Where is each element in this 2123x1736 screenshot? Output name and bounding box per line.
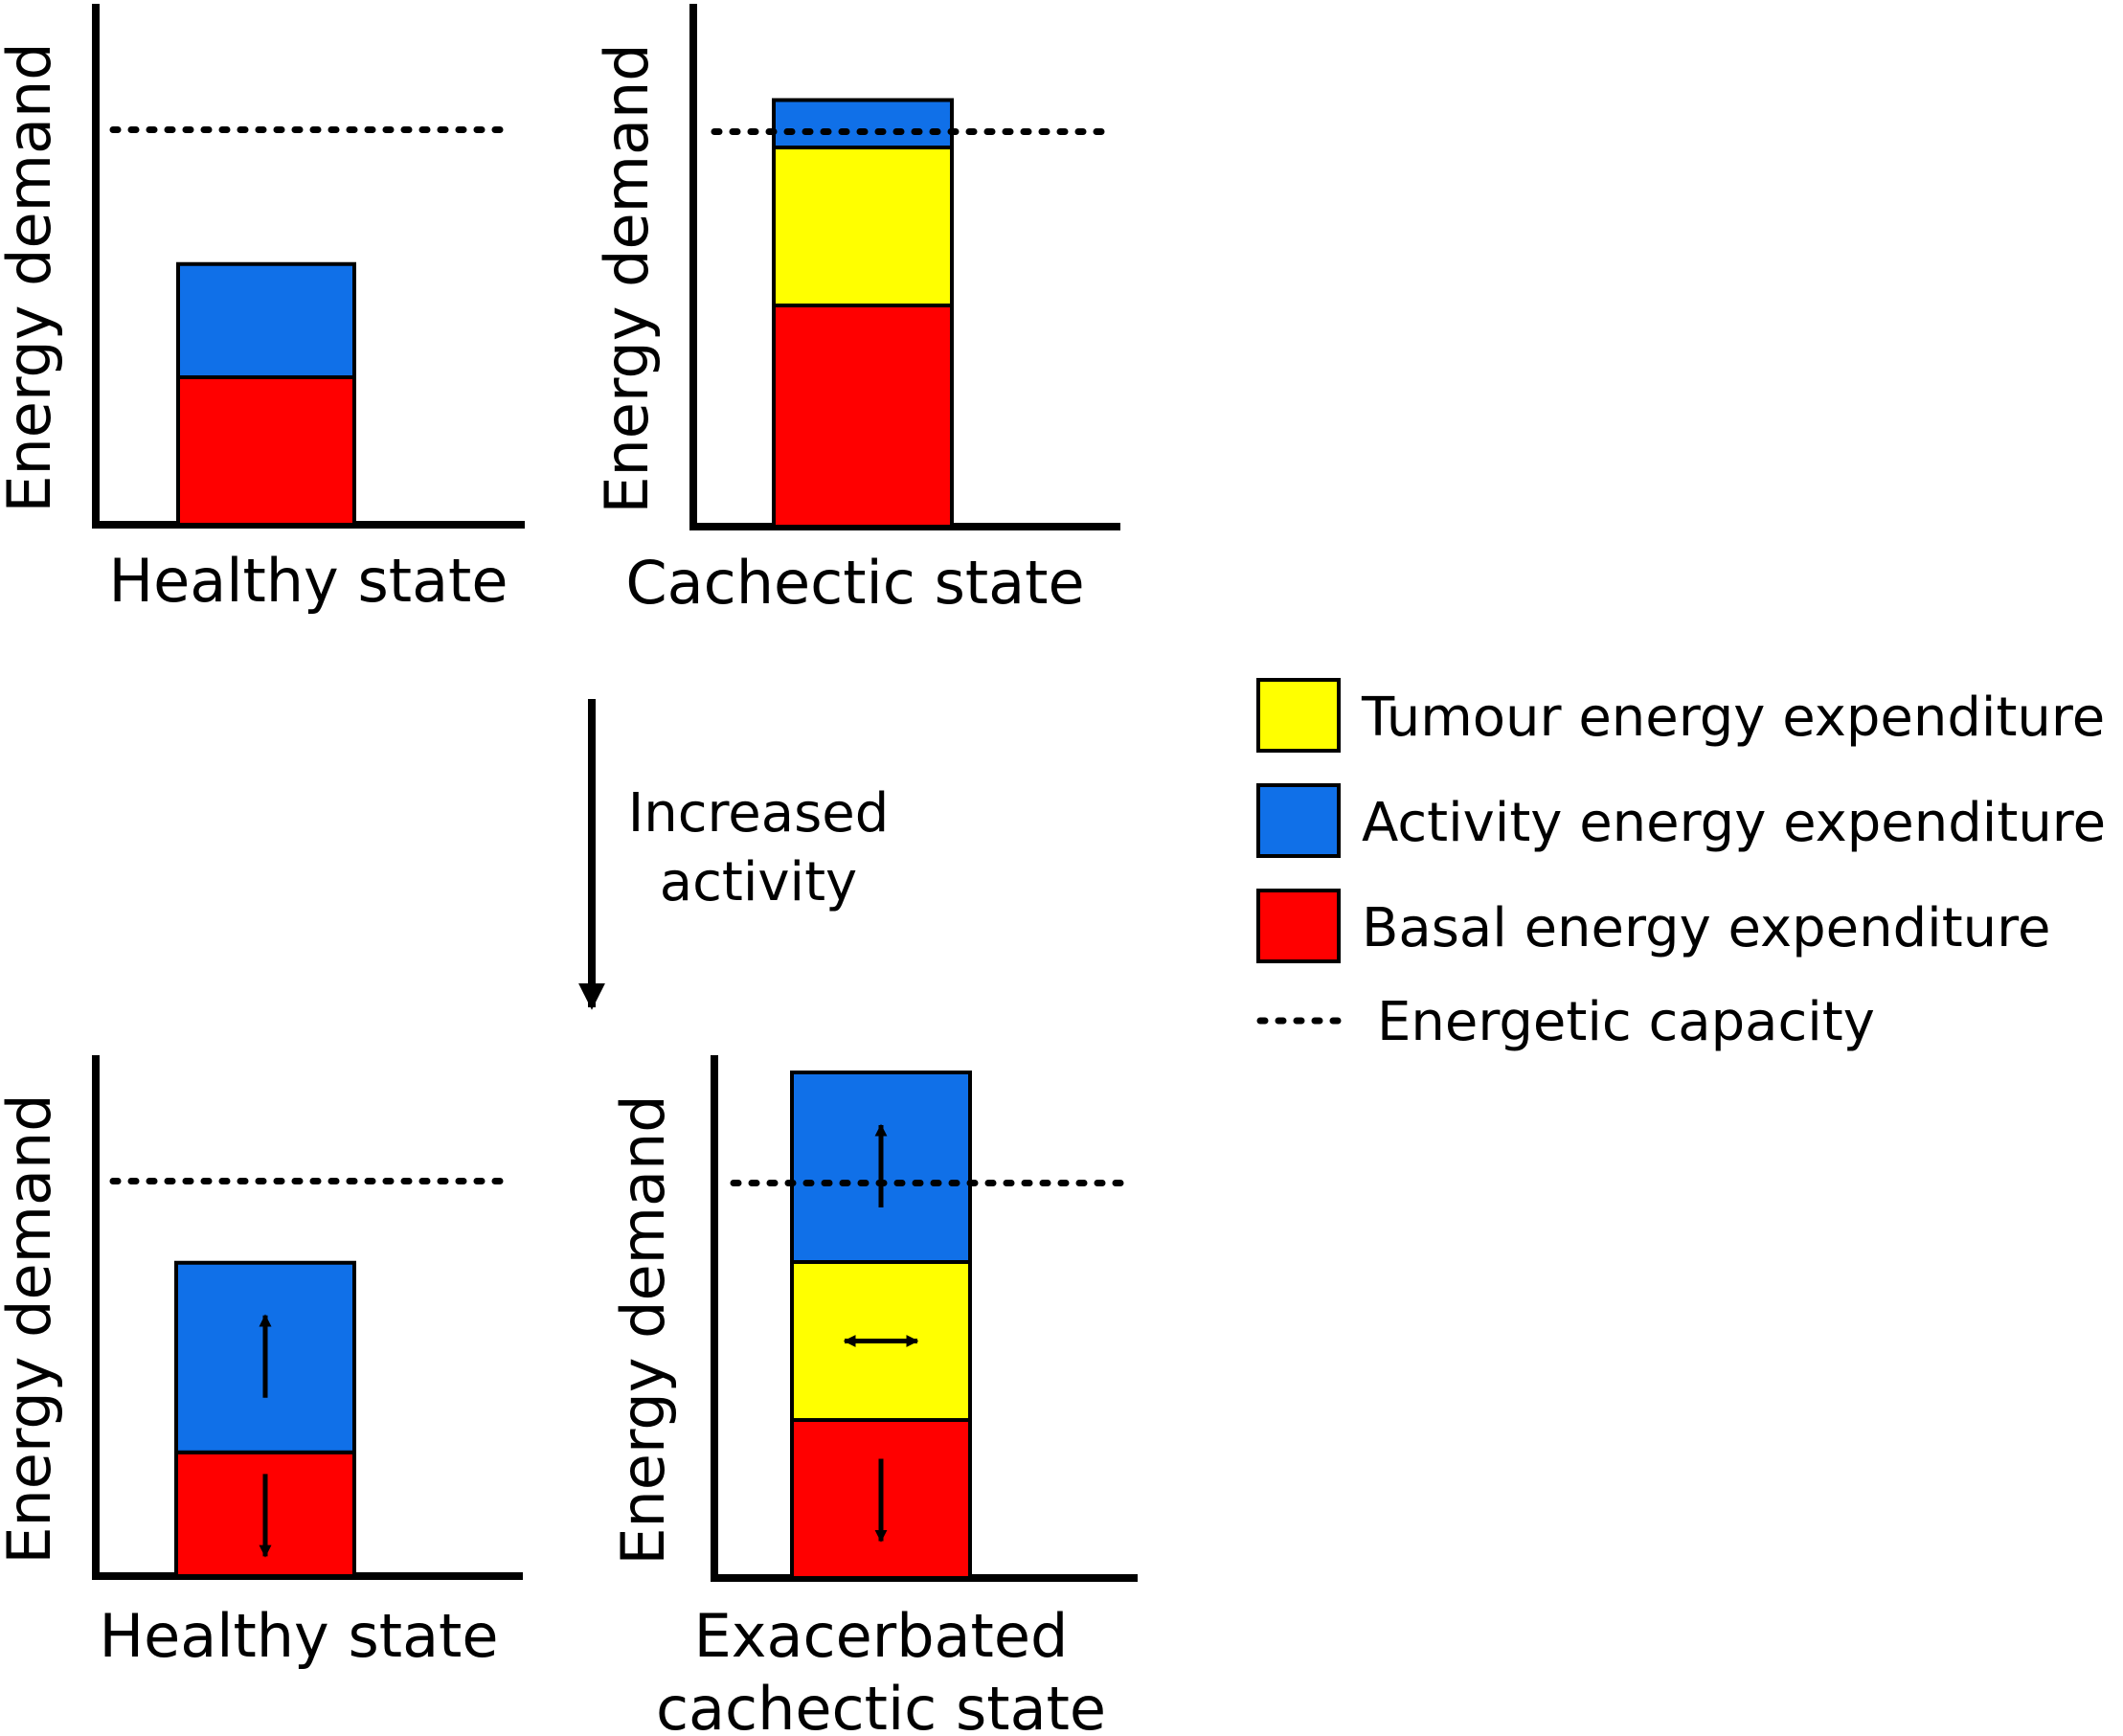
x-axis-label: Exacerbated xyxy=(694,1601,1069,1671)
legend-item-capacity: Energetic capacity xyxy=(1256,991,1875,1053)
y-axis-label: Energy demand xyxy=(592,43,662,513)
legend-label: Tumour energy expenditure xyxy=(1361,687,2105,749)
x-axis-label: Healthy state xyxy=(99,1601,498,1671)
chart-panel-2: Energy demand Cachectic state xyxy=(592,4,1120,618)
legend-item-tumour: Tumour energy expenditure xyxy=(1256,678,2105,753)
chart-panel-1: Energy demand Healthy state xyxy=(0,4,525,616)
legend-swatch xyxy=(1256,783,1341,858)
legend-item-activity: Activity energy expenditure xyxy=(1256,783,2106,858)
transition-label: Increased xyxy=(628,782,890,845)
bar-segment-tumour xyxy=(772,146,954,307)
bar-segment-activity xyxy=(176,261,356,379)
x-axis-label: Cachectic state xyxy=(625,548,1084,618)
bar-segment-basal xyxy=(176,375,356,527)
legend-label: Activity energy expenditure xyxy=(1362,792,2106,854)
x-axis-label: cachectic state xyxy=(656,1674,1106,1736)
legend-swatch xyxy=(1256,678,1341,753)
legend-label: Basal energy expenditure xyxy=(1362,897,2050,959)
y-axis-label: Energy demand xyxy=(608,1094,678,1565)
legend-swatch xyxy=(1256,889,1341,963)
legend: Tumour energy expenditure Activity energy… xyxy=(1256,678,2106,1053)
bar-segment-basal xyxy=(772,304,954,529)
bar-segment-activity xyxy=(772,98,954,149)
legend-item-basal: Basal energy expenditure xyxy=(1256,889,2050,963)
legend-label: Energetic capacity xyxy=(1377,991,1875,1053)
transition-label: activity xyxy=(660,851,857,913)
chart-panel-3: Energy demand Healthy state xyxy=(0,1055,523,1671)
y-axis-label: Energy demand xyxy=(0,42,64,512)
x-axis-label: Healthy state xyxy=(108,546,508,616)
y-axis-label: Energy demand xyxy=(0,1093,64,1564)
